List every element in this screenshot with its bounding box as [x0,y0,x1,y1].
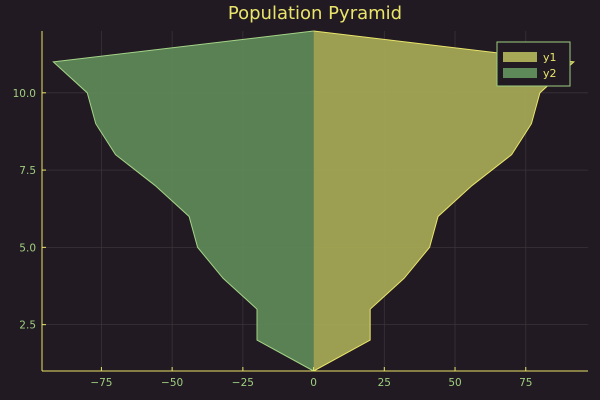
legend-label-y2: y2 [543,67,557,80]
chart-title: Population Pyramid [228,3,402,24]
x-tick-label: −50 [161,377,183,389]
x-tick-label: −75 [90,377,112,389]
legend-box [496,41,571,87]
x-tick-label: 50 [448,377,461,389]
series-line-y2 [52,30,314,372]
axes [41,31,588,372]
x-tick-label: 75 [519,377,532,389]
legend-swatch-y1 [503,52,537,62]
legend-label-y1: y1 [543,51,557,64]
x-tick-label: 25 [378,377,391,389]
x-tick-label: 0 [310,377,317,389]
y-tick-label: 7.5 [19,165,36,177]
tick-labels: −75 −50 −25 0 25 50 75 2.5 5.0 7.5 10.0 [13,88,533,389]
series-line-y1 [313,30,576,372]
series-area-y2 [53,31,314,371]
y-tick-label: 2.5 [19,320,36,332]
series-area-y1 [313,31,574,371]
y-tick-label: 5.0 [19,242,36,254]
x-tick-label: −25 [232,377,254,389]
y-tick-label: 10.0 [13,88,36,100]
series-areas [52,30,576,372]
legend-swatch-y2 [503,68,537,78]
